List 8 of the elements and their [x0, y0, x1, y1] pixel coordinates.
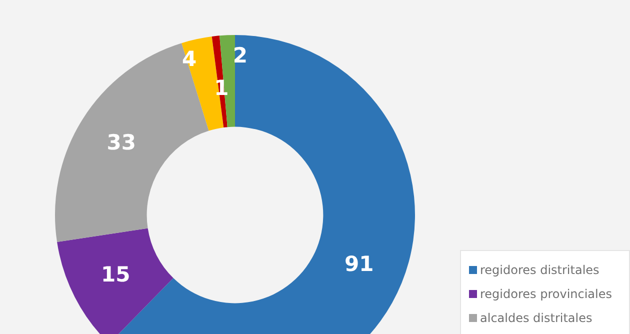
data-label: 15	[101, 262, 130, 287]
data-label: 1	[214, 76, 229, 100]
legend-label: alcaldes distritales	[480, 311, 592, 325]
legend-label: regidores distritales	[480, 263, 600, 277]
data-label: 2	[232, 44, 248, 68]
data-label: 33	[106, 130, 136, 154]
data-label: 91	[344, 252, 374, 276]
legend-label: regidores provinciales	[480, 287, 612, 301]
